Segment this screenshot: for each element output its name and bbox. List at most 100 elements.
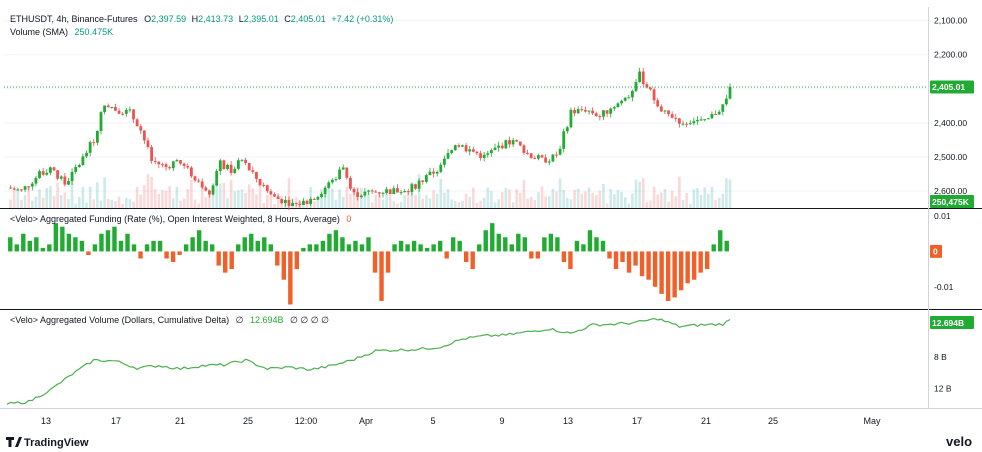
funding-bar (437, 240, 443, 252)
volume-bar (287, 178, 291, 208)
volume-bar (717, 197, 721, 208)
candle-body (334, 179, 338, 181)
candle-body (558, 148, 562, 155)
volume-bar (674, 196, 678, 208)
candle-body (247, 163, 251, 171)
funding-bar (685, 251, 690, 284)
candle-body (569, 109, 573, 128)
candle-body (327, 182, 331, 188)
volume-bar (99, 200, 103, 208)
funding-bar (379, 251, 384, 301)
volume-bar (85, 202, 88, 208)
funding-bar (516, 233, 521, 252)
volume-bar (547, 196, 551, 208)
candle-body (490, 150, 493, 154)
velo-logo: velo (946, 434, 972, 449)
candle-body (67, 181, 70, 185)
funding-bar (14, 244, 19, 252)
volume-bar (660, 192, 663, 208)
volume-bar (511, 202, 515, 208)
funding-bar (509, 244, 514, 252)
candle-body (74, 166, 78, 172)
volume-bar (240, 189, 244, 208)
volume-bar (269, 193, 273, 208)
volume-bar (468, 196, 472, 208)
funding-bar (620, 251, 625, 263)
funding-bar (665, 251, 671, 301)
time-axis-label: 5 (430, 416, 435, 426)
volume-bar (258, 184, 262, 208)
candle-body (377, 192, 381, 194)
funding-bar (353, 240, 358, 252)
candle-body (529, 153, 533, 159)
funding-bar (574, 240, 580, 252)
volume-bar (638, 181, 641, 208)
funding-bar (229, 251, 234, 270)
candle-body (139, 126, 143, 131)
candle-body (200, 181, 204, 188)
candle-body (179, 160, 182, 164)
volume-bar (215, 180, 218, 208)
time-axis-labels: 13 17 21 25 12:00 Apr 5 9 13 17 21 25 May (41, 416, 881, 426)
volume-bar (135, 187, 139, 208)
volume-bar (591, 192, 594, 208)
volume-bar (247, 184, 251, 208)
svg-text:0: 0 (933, 246, 938, 256)
candle-body (724, 98, 728, 105)
candle-body (287, 199, 291, 207)
volume-bar (663, 189, 667, 208)
funding-bar (652, 251, 658, 287)
volume-bar (613, 194, 616, 208)
candle-body (45, 172, 49, 175)
funding-bar (294, 251, 300, 270)
volume-bar (128, 199, 132, 208)
candle-body (34, 177, 38, 184)
volume-bar (623, 197, 627, 208)
candle-body (370, 190, 374, 192)
candle-body (95, 130, 99, 143)
candle-body (388, 189, 392, 195)
volume-bar (265, 195, 269, 208)
volume-bar (620, 191, 623, 208)
funding-bar (190, 237, 195, 252)
candle-body (255, 172, 258, 179)
time-axis-label: Apr (359, 416, 373, 426)
candle-body (204, 187, 208, 191)
funding-bar (333, 230, 339, 252)
volume-legend: Volume (SMA) 250.475K (10, 27, 113, 37)
volume-bar (244, 193, 247, 208)
volume-bar (493, 202, 497, 208)
candle-body (56, 170, 60, 179)
volume-bar (464, 193, 468, 208)
candle-body (309, 198, 313, 205)
volume-bar (714, 200, 717, 208)
candle-body (547, 161, 551, 163)
candle-body (150, 147, 153, 161)
candle-body (721, 104, 725, 112)
volume-bar (226, 198, 229, 208)
volume-bar (710, 186, 714, 208)
funding-bar (340, 237, 345, 252)
volume-bar (696, 187, 699, 208)
candle-body (385, 189, 388, 193)
candle-body (518, 141, 522, 146)
volume-bar (385, 188, 388, 208)
volume-bar (110, 199, 114, 208)
candle-body (392, 188, 396, 195)
volume-bar (529, 196, 533, 208)
funding-bar (457, 240, 462, 252)
funding-tag: 0 (930, 244, 942, 258)
volume-bar (150, 177, 153, 208)
volume-bar (41, 197, 45, 208)
volume-bar (103, 177, 106, 208)
volume-bar (49, 186, 52, 208)
candle-body (453, 145, 457, 151)
funding-bar (418, 244, 423, 252)
volume-bar (352, 190, 356, 208)
funding-bar (144, 244, 150, 252)
volume-bar (70, 175, 74, 208)
candle-body (692, 121, 696, 124)
funding-bar (568, 251, 573, 270)
volume-bar (338, 189, 341, 208)
candle-body (171, 161, 175, 169)
